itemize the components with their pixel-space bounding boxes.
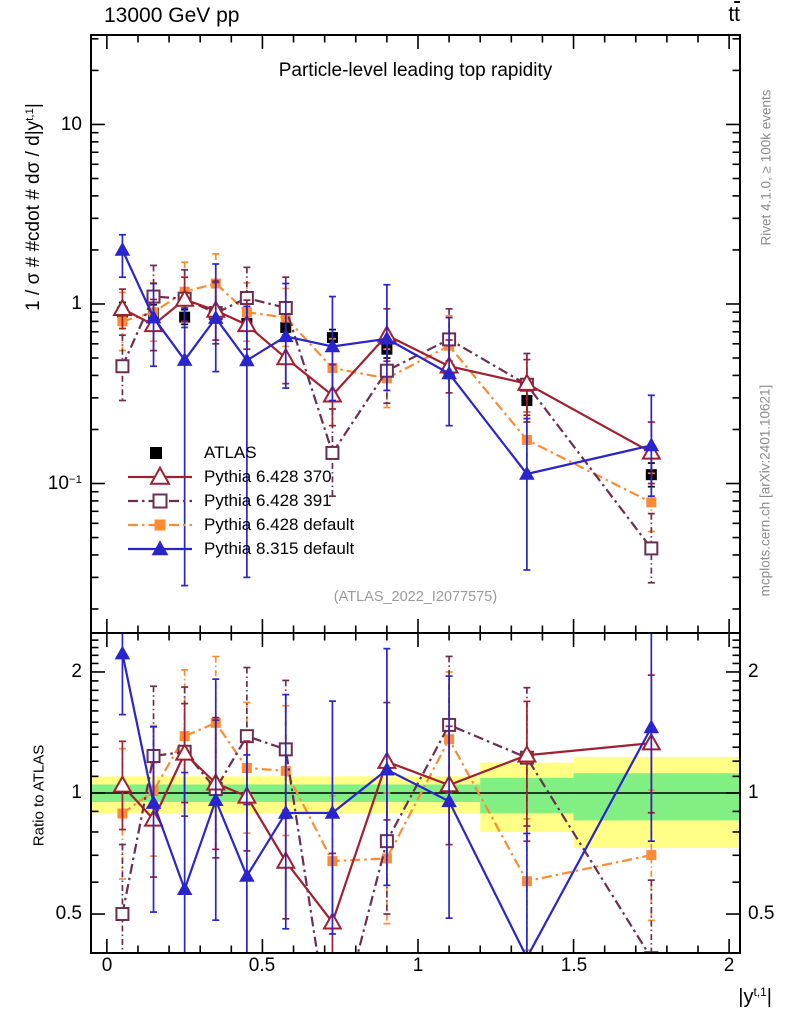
legend-label: Pythia 6.428 391 — [204, 491, 332, 510]
main-y-axis-title: 1 / σ # #cdot # dσ / d|yt,1| — [23, 103, 44, 311]
legend-item-pythia-6428-391: Pythia 6.428 391 — [126, 489, 354, 513]
legend-marker-pythia-6428-370-icon — [128, 466, 192, 485]
legend-item-pythia-6428-default: Pythia 6.428 default — [126, 513, 354, 537]
legend-marker-pythia-6428-391-icon — [128, 493, 192, 509]
legend-label: Pythia 8.315 default — [204, 539, 355, 558]
series-pythia-8-315-default-main — [114, 233, 660, 587]
x-tick-2: 2 — [723, 955, 735, 976]
legend-label: ATLAS — [204, 443, 257, 462]
ratio-y-tick-1-left: 1 — [71, 782, 82, 803]
legend-marker-atlas-icon — [150, 447, 162, 459]
legend-label: Pythia 6.428 default — [204, 515, 355, 534]
legend: ATLAS Pythia 6.428 370 Pythia 6.428 391 … — [126, 441, 354, 561]
x-tick-0: 0 — [101, 955, 113, 976]
ratio-y-tick-0p5-left: 0.5 — [55, 903, 82, 924]
main-y-tick-0p1: 10−1 — [47, 473, 82, 494]
band-green — [573, 773, 740, 821]
legend-item-atlas: ATLAS — [126, 441, 354, 465]
x-tick-1: 1 — [412, 955, 424, 976]
beam-energy-label: 13000 GeV pp — [104, 4, 240, 27]
ratio-uncertainty-bands — [91, 756, 740, 848]
ratio-y-axis-title: Ratio to ATLAS — [30, 744, 48, 847]
x-tick-1p5: 1.5 — [560, 955, 588, 976]
legend-marker-pythia-6428-default-icon — [128, 519, 192, 531]
x-axis-title: |yt,1| — [738, 985, 772, 1008]
legend-label: Pythia 6.428 370 — [204, 467, 332, 486]
mcplots-credit-label: mcplots.cern.ch [arXiv:2401.10621] — [757, 384, 773, 597]
process-label: tt — [728, 3, 740, 26]
ratio-y-tick-0p5-right: 0.5 — [748, 903, 775, 924]
ratio-panel-frame — [90, 632, 741, 954]
ratio-y-tick-2-right: 2 — [748, 661, 759, 682]
series-pythia-8-315-default-ratio — [114, 633, 660, 953]
axis-ticks — [91, 35, 740, 953]
plot-title: Particle-level leading top rapidity — [278, 60, 553, 81]
main-y-tick-1: 1 — [71, 293, 82, 314]
legend-item-pythia-6428-370: Pythia 6.428 370 — [126, 465, 354, 489]
ratio-y-tick-2-left: 2 — [71, 661, 82, 682]
rivet-version-label: Rivet 4.1.0, ≥ 100k events — [758, 89, 774, 246]
analysis-watermark: (ATLAS_2022_I2077575) — [333, 589, 498, 605]
x-tick-0p5: 0.5 — [248, 955, 276, 976]
main-y-tick-10: 10 — [60, 114, 82, 135]
legend-marker-pythia-8315-default-icon — [128, 540, 192, 556]
ratio-y-tick-1-right: 1 — [748, 782, 759, 803]
legend-item-pythia-8315-default: Pythia 8.315 default — [126, 537, 354, 561]
